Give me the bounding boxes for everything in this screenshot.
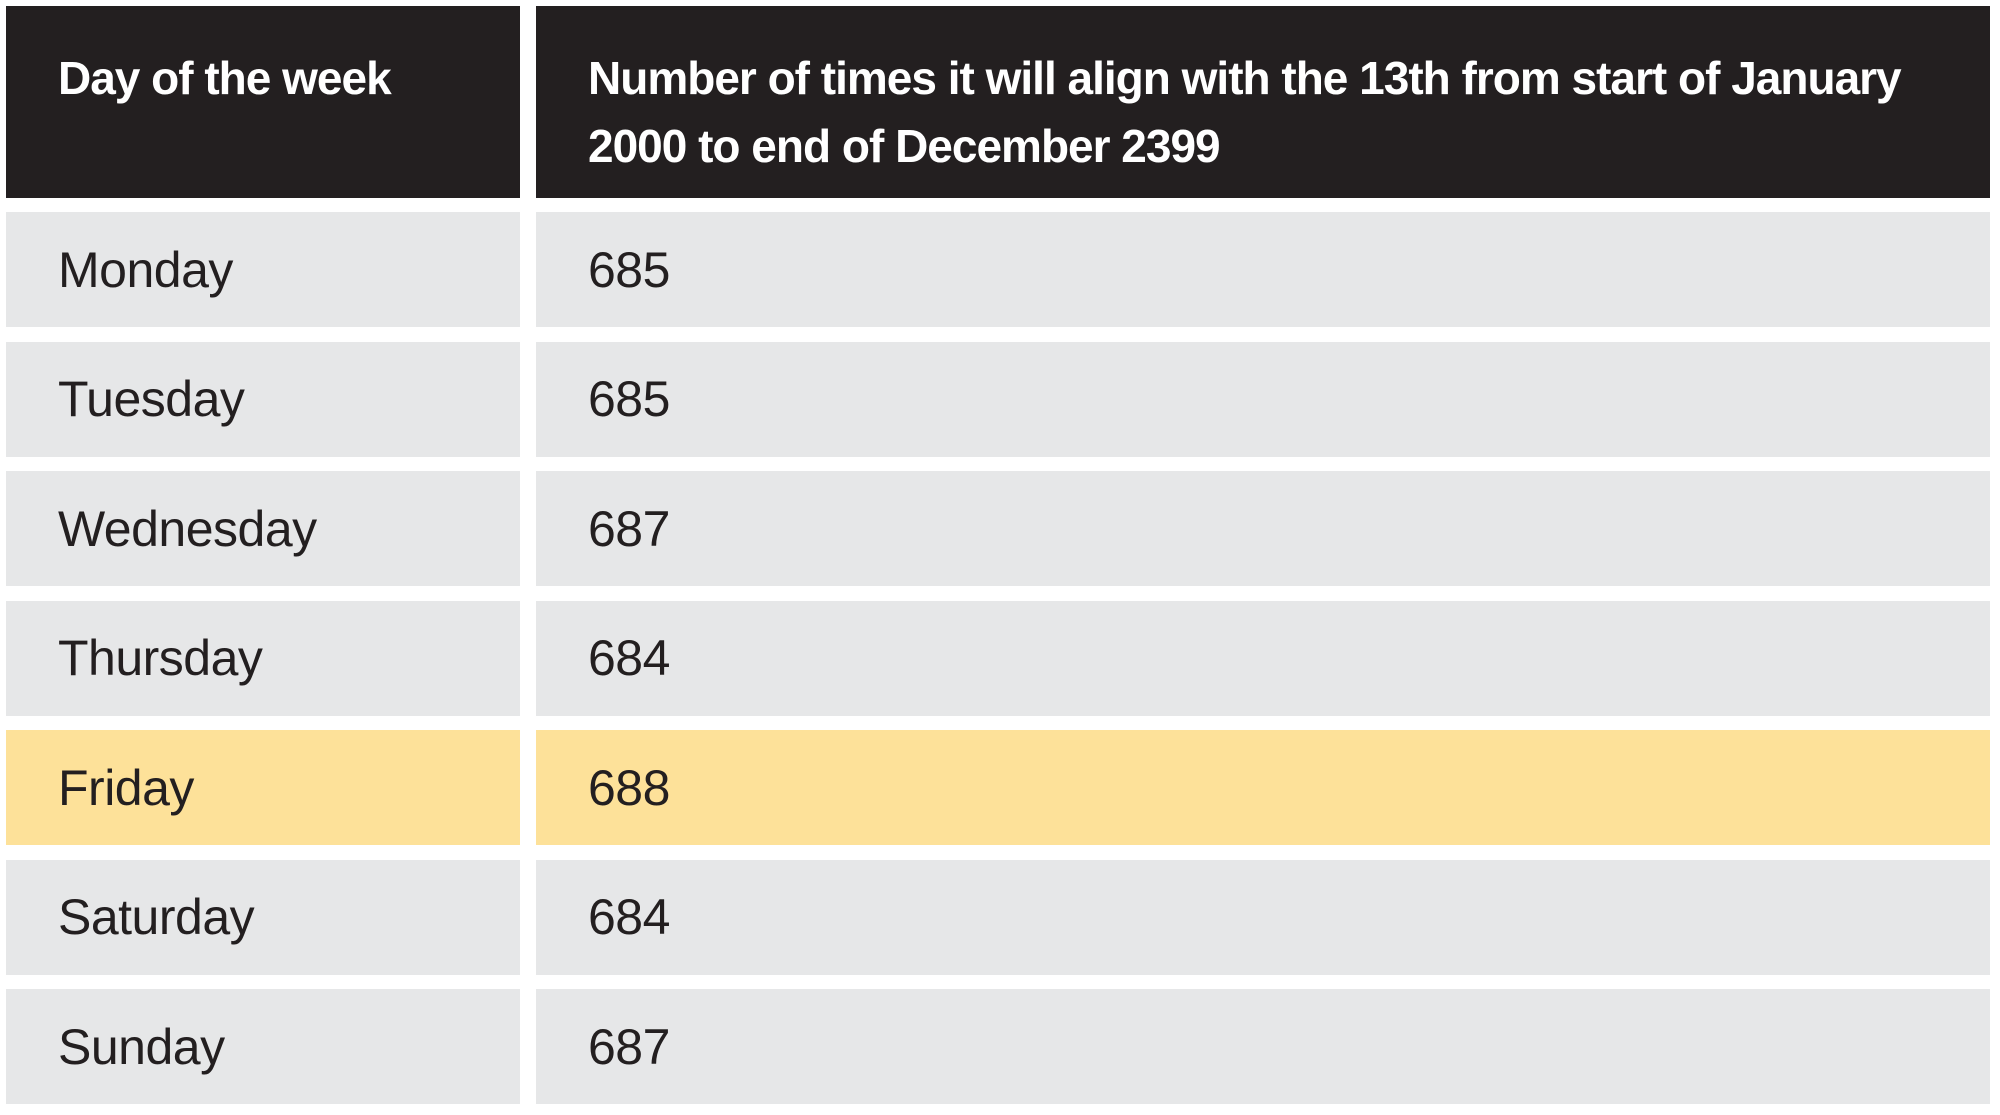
day-cell: Wednesday	[6, 471, 520, 586]
day-cell: Tuesday	[6, 341, 520, 457]
header-cell: Number of times it will align with the 1…	[536, 6, 1990, 198]
day-cell: Monday	[6, 212, 520, 327]
day-cell: Sunday	[6, 989, 520, 1104]
count-cell: 684	[536, 859, 1990, 975]
count-cell: 685	[536, 341, 1990, 457]
day-cell: Thursday	[6, 600, 520, 716]
day-cell: Saturday	[6, 859, 520, 975]
count-cell: 687	[536, 989, 1990, 1104]
day-cell: Friday	[6, 730, 520, 845]
count-cell: 684	[536, 600, 1990, 716]
count-cell: 688	[536, 730, 1990, 845]
count-cell: 687	[536, 471, 1990, 586]
header-cell: Day of the week	[6, 6, 520, 198]
count-cell: 685	[536, 212, 1990, 327]
